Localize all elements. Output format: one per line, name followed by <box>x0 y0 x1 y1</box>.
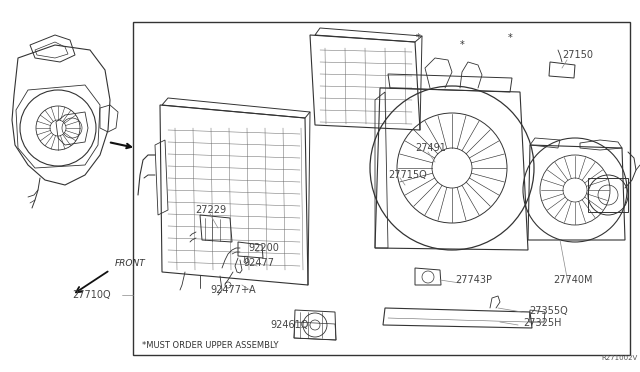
Text: FRONT: FRONT <box>115 259 146 268</box>
Text: *: * <box>415 33 420 43</box>
Text: 27743P: 27743P <box>455 275 492 285</box>
Text: 27355Q: 27355Q <box>529 306 568 316</box>
Text: *: * <box>508 33 513 43</box>
Text: 27229: 27229 <box>195 205 226 215</box>
Text: 27740M: 27740M <box>553 275 593 285</box>
Text: R271002V: R271002V <box>601 355 637 361</box>
Text: 27491: 27491 <box>415 143 446 153</box>
Text: *MUST ORDER UPPER ASSEMBLY: *MUST ORDER UPPER ASSEMBLY <box>142 340 278 350</box>
Text: 27710Q: 27710Q <box>72 290 111 300</box>
Text: 27325H: 27325H <box>523 318 561 328</box>
Text: 27150: 27150 <box>562 50 593 60</box>
Text: *: * <box>460 40 465 50</box>
Text: 92477+A: 92477+A <box>210 285 255 295</box>
Text: 92461Q: 92461Q <box>270 320 308 330</box>
Text: 92477: 92477 <box>243 258 274 268</box>
Text: 92200: 92200 <box>248 243 279 253</box>
Text: 27715Q: 27715Q <box>388 170 427 180</box>
